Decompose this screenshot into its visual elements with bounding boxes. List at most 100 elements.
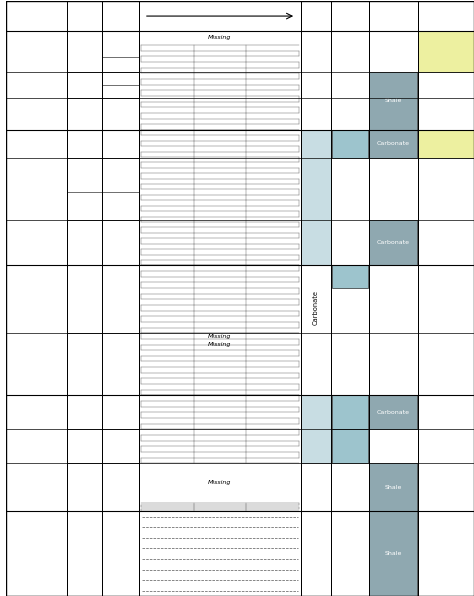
Text: Carboniferous: Carboniferous bbox=[7, 326, 66, 335]
Bar bbox=[6, 1, 102, 31]
Text: 0~130: 0~130 bbox=[108, 238, 133, 247]
Bar bbox=[369, 221, 417, 265]
Bar bbox=[102, 511, 139, 596]
Bar bbox=[301, 130, 331, 265]
Text: Cap: Cap bbox=[384, 11, 402, 21]
Bar bbox=[102, 72, 139, 98]
Text: 76~112: 76~112 bbox=[105, 408, 136, 417]
Text: Upper: Upper bbox=[73, 38, 96, 47]
Bar bbox=[369, 72, 417, 130]
Text: Missing: Missing bbox=[208, 35, 232, 40]
Bar bbox=[102, 158, 139, 221]
Text: 259Ma: 259Ma bbox=[73, 151, 95, 157]
Bar bbox=[332, 429, 368, 463]
Bar bbox=[67, 158, 102, 221]
Bar bbox=[6, 265, 67, 395]
Text: 323Ma: 323Ma bbox=[73, 320, 95, 326]
Bar bbox=[67, 429, 102, 463]
Text: 0~300: 0~300 bbox=[108, 483, 133, 492]
Bar bbox=[102, 1, 139, 31]
Bar bbox=[6, 130, 67, 265]
Text: 80~2500: 80~2500 bbox=[103, 80, 138, 89]
Text: 272Ma: 272Ma bbox=[73, 208, 95, 214]
Bar bbox=[102, 429, 139, 463]
Bar bbox=[102, 98, 139, 130]
Text: 247Ma: 247Ma bbox=[73, 91, 95, 97]
Text: Shale: Shale bbox=[384, 551, 402, 556]
Bar bbox=[6, 395, 67, 511]
Bar bbox=[332, 395, 368, 429]
Bar bbox=[331, 1, 369, 31]
Bar bbox=[369, 31, 418, 596]
Bar bbox=[102, 463, 139, 511]
Text: Shale: Shale bbox=[384, 98, 402, 103]
Bar bbox=[102, 130, 139, 158]
Bar bbox=[418, 1, 474, 31]
Bar bbox=[301, 31, 331, 596]
Text: 419Ma: 419Ma bbox=[73, 501, 95, 507]
Text: 0~300: 0~300 bbox=[108, 360, 133, 369]
Text: Cambrian: Cambrian bbox=[16, 549, 56, 558]
Bar bbox=[67, 221, 102, 265]
Text: Period
(Ma): Period (Ma) bbox=[40, 7, 68, 26]
Text: Lower: Lower bbox=[73, 228, 96, 237]
Bar bbox=[369, 130, 417, 158]
Text: Carbonate: Carbonate bbox=[313, 290, 319, 325]
Text: 0~220
0~47: 0~220 0~47 bbox=[108, 179, 133, 199]
Text: Lower: Lower bbox=[73, 472, 96, 481]
Text: 93~168: 93~168 bbox=[105, 442, 136, 451]
Text: Middle: Middle bbox=[72, 171, 97, 180]
Text: Source: Source bbox=[301, 11, 331, 21]
Text: Triassic: Triassic bbox=[21, 76, 52, 85]
Text: >200: >200 bbox=[110, 549, 131, 558]
Text: Missing: Missing bbox=[208, 342, 232, 347]
Bar bbox=[332, 265, 368, 288]
Bar bbox=[139, 31, 301, 596]
Bar bbox=[102, 265, 139, 333]
Bar bbox=[369, 395, 417, 429]
Text: Lithology: Lithology bbox=[199, 4, 241, 13]
Bar bbox=[6, 511, 67, 596]
Text: 500~800: 500~800 bbox=[103, 139, 138, 148]
Text: Lower: Lower bbox=[73, 346, 96, 355]
Bar bbox=[418, 31, 474, 72]
Text: Middle: Middle bbox=[72, 74, 97, 83]
Text: Shale: Shale bbox=[384, 485, 402, 490]
Text: 299Ma: 299Ma bbox=[73, 256, 95, 262]
Bar bbox=[67, 463, 102, 511]
Bar bbox=[139, 31, 301, 596]
Text: S: S bbox=[289, 2, 294, 11]
Bar bbox=[369, 511, 417, 596]
Text: 359Ma: 359Ma bbox=[73, 383, 95, 389]
Bar bbox=[331, 31, 369, 596]
Text: 383Ma: 383Ma bbox=[73, 421, 95, 427]
Bar bbox=[102, 395, 139, 429]
Text: Upper: Upper bbox=[73, 401, 96, 409]
Text: N: N bbox=[146, 2, 152, 11]
Bar bbox=[67, 395, 102, 429]
Text: Lower: Lower bbox=[73, 102, 96, 111]
Bar bbox=[67, 130, 102, 158]
Text: Missing: Missing bbox=[208, 334, 232, 339]
Text: >936
~2700: >936 ~2700 bbox=[108, 42, 133, 61]
Text: Thickness
(m): Thickness (m) bbox=[98, 7, 143, 26]
Text: 0~200: 0~200 bbox=[108, 295, 133, 304]
Text: Carbonate: Carbonate bbox=[377, 240, 410, 246]
Text: Upper: Upper bbox=[73, 280, 96, 289]
Text: Devonian: Devonian bbox=[16, 449, 56, 458]
Text: Middle: Middle bbox=[72, 434, 97, 443]
Text: Carbonate: Carbonate bbox=[377, 410, 410, 415]
Text: Missing: Missing bbox=[208, 480, 232, 486]
Bar bbox=[67, 265, 102, 333]
Bar bbox=[102, 31, 139, 72]
Text: 393Ma: 393Ma bbox=[73, 455, 95, 461]
Bar bbox=[332, 130, 368, 158]
Bar bbox=[6, 31, 67, 130]
Bar bbox=[67, 98, 102, 130]
Bar bbox=[301, 1, 331, 31]
Bar bbox=[301, 395, 331, 463]
Bar bbox=[67, 333, 102, 395]
Bar bbox=[418, 130, 474, 158]
Bar bbox=[67, 31, 102, 72]
Text: Gold
layer: Gold layer bbox=[435, 7, 457, 26]
